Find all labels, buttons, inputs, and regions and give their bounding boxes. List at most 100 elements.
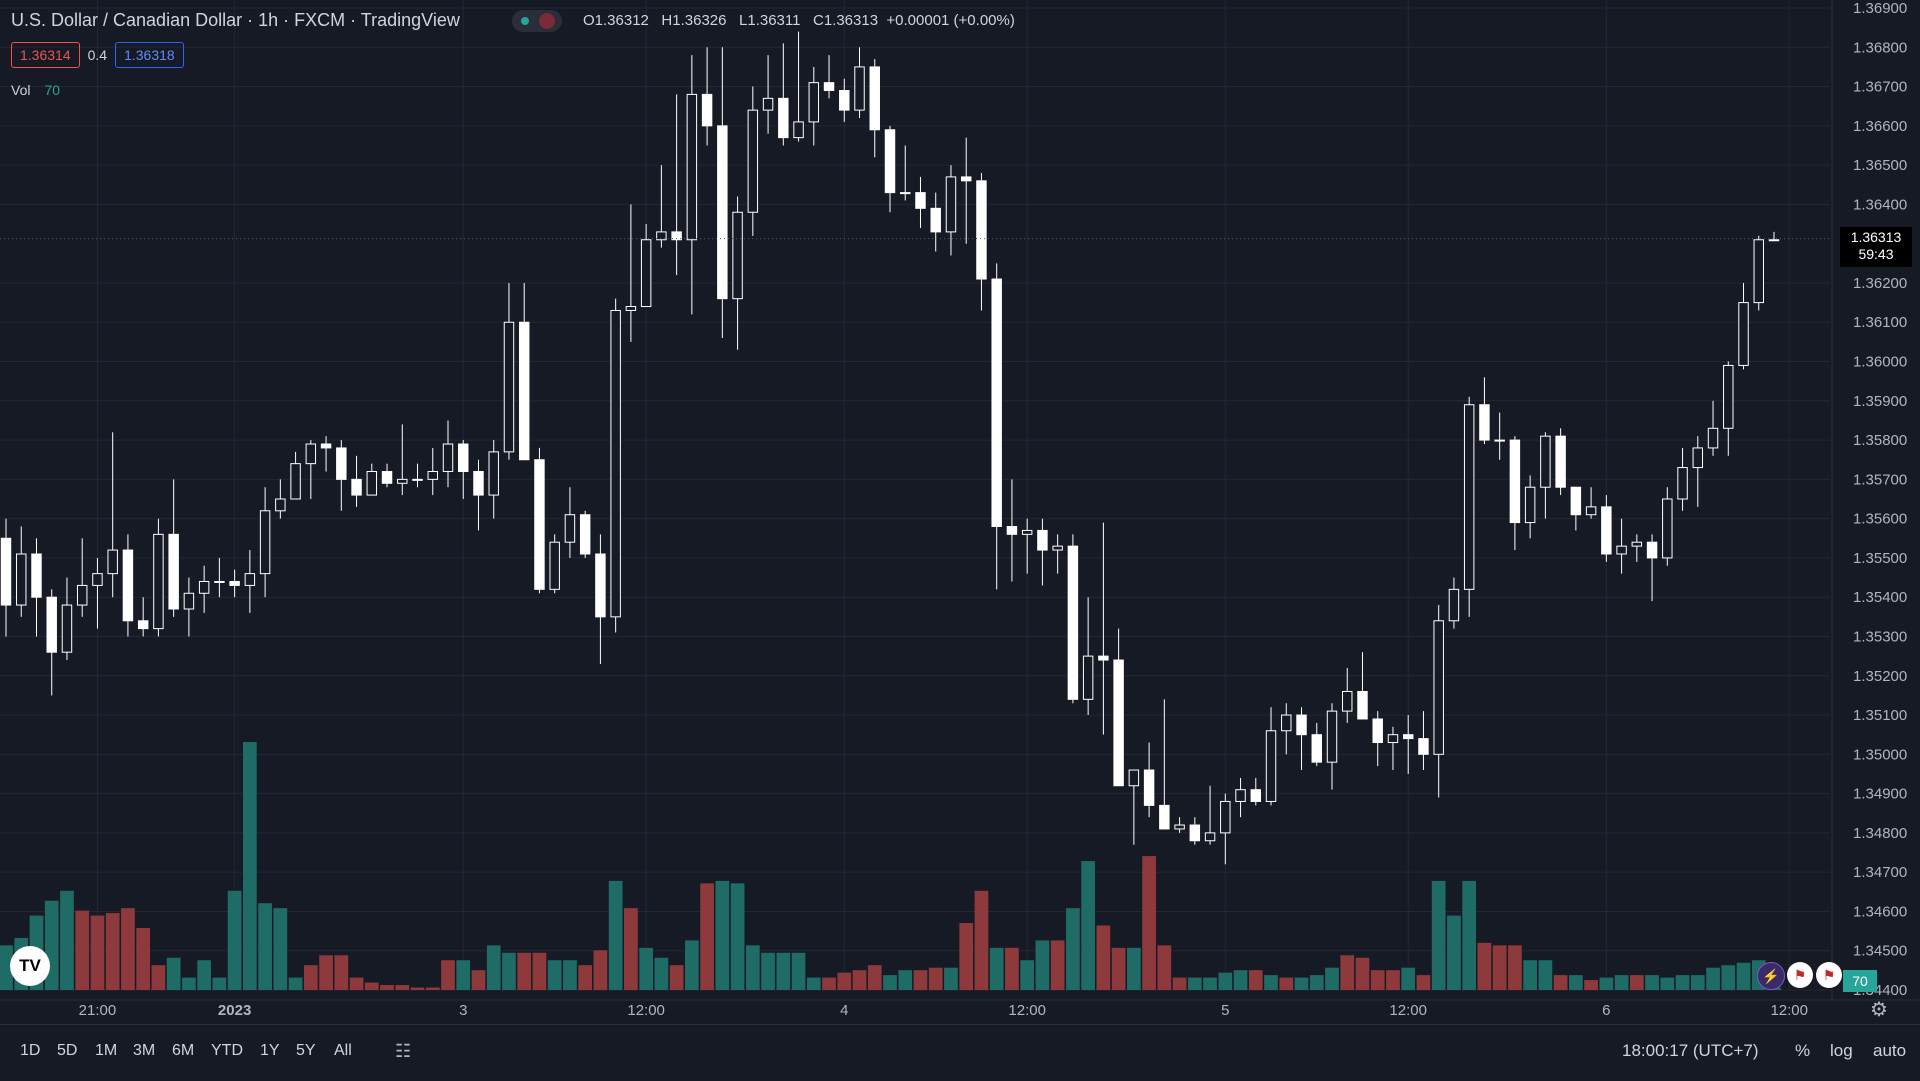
volume-bar [1187,977,1202,990]
volume-bar [1127,947,1141,990]
volume-bar [1142,856,1156,990]
candle-body-down [991,278,1002,527]
ohlc-high: 1.36326 [672,12,727,29]
candle-body-up [1021,529,1033,535]
volume-bar [1660,977,1675,990]
candle-body-up [1585,506,1597,516]
volume-bar [1218,972,1233,990]
candle-body-down [1067,545,1079,700]
price-tick-label: 1.35200 [1853,668,1907,685]
spread-value: 0.4 [87,47,108,63]
volume-bar [441,960,455,990]
us-flag-event-icon[interactable]: ⚑ [1787,962,1813,988]
candle-body-up [275,498,286,512]
candle-body-up [305,443,317,465]
log-scale-button[interactable]: log [1830,1041,1853,1060]
range-1d-button[interactable]: 1D [20,1042,41,1059]
clock-timezone[interactable]: 18:00:17 (UTC+7) [1622,1041,1759,1060]
price-tick-label: 1.35400 [1853,589,1907,606]
price-chart[interactable]: 1.36900 1.36800 1.36700 1.36600 1.36500 1.364… [0,0,1920,1024]
tradingview-logo-icon[interactable]: TV [10,946,50,986]
candle-body-up [945,176,957,233]
sell-button[interactable]: 1.36314 [11,42,80,68]
us-flag-event-icon-2[interactable]: ⚑ [1816,962,1842,988]
percent-scale-button[interactable]: % [1795,1041,1811,1060]
range-6m-button[interactable]: 6M [172,1042,195,1059]
ohlc-low: 1.36311 [747,12,801,29]
volume-bar [1736,962,1751,990]
candle-body-down [839,89,850,111]
event-flash-icon[interactable]: ⚡ [1757,962,1785,990]
candle-body-up [793,121,804,139]
range-3m-button[interactable]: 3M [133,1042,156,1059]
volume-bar [517,952,532,990]
buy-button[interactable]: 1.36318 [115,42,184,68]
candle-body-up [1463,404,1475,590]
volume-bar [151,965,166,990]
candle-body-up [1448,588,1460,622]
volume-bar [121,908,135,990]
candle-body-down [351,478,362,496]
candle-body-down [336,447,347,480]
ohlc-open: 1.36312 [594,12,649,29]
candle-body-down [473,471,484,496]
time-tick-label: 21:00 [79,1002,117,1019]
bottom-toolbar: 1D 5D 1M 3M 6M YTD 1Y 5Y All ☷ 18:00:17 … [0,1024,1920,1081]
time-tick-label: 12:00 [1389,1002,1427,1019]
range-ytd-button[interactable]: YTD [211,1042,243,1059]
volume-bar [959,923,974,990]
volume-bar [928,967,943,990]
price-tick-label: 1.36900 [1853,0,1907,17]
candle-body-down [701,93,713,127]
candle-body-down [1159,804,1170,830]
auto-scale-button[interactable]: auto [1873,1041,1907,1060]
candle-body-up [76,584,88,606]
volume-bar [730,883,745,990]
range-1m-button[interactable]: 1M [95,1042,118,1059]
candle-body-down [915,192,926,209]
volume-bar [197,960,211,990]
candle-body-up [1265,730,1277,802]
volume-bar [425,987,440,990]
candle-body-up [1281,714,1292,732]
volume-bar [1005,947,1019,990]
range-5d-button[interactable]: 5D [57,1042,78,1059]
range-1y-button[interactable]: 1Y [260,1042,280,1059]
volume-bar [685,940,699,990]
time-tick-label: 12:00 [1008,1002,1046,1019]
last-price-label: 1.36313 59:43 [1840,227,1912,267]
volume-bar [227,890,242,990]
volume-bar [334,955,349,990]
volume-legend[interactable]: Vol 70 [11,82,60,98]
volume-bar [1248,970,1263,990]
date-range-icon[interactable]: ☷ [395,1041,412,1061]
volume-bar [1309,975,1324,990]
volume-bar [303,965,318,990]
candle-body-down [1372,718,1383,744]
volume-bar [1477,942,1492,990]
volume-bar [1614,975,1629,990]
volume-bar [1081,861,1095,990]
candle-body-up [198,580,210,594]
candle-body-up [1342,690,1353,712]
volume-axis-badge: 70 [1843,970,1877,992]
volume-bar [456,960,471,990]
range-5y-button[interactable]: 5Y [296,1042,316,1059]
market-status-toggle[interactable] [512,10,562,32]
volume-bar [806,977,821,990]
price-tick-label: 1.35900 [1853,393,1907,410]
range-all-button[interactable]: All [334,1042,352,1059]
candle-body-up [259,510,271,575]
time-tick-label: 12:00 [627,1002,665,1019]
candle-body-down [1250,789,1262,802]
volume-bar [1416,975,1431,990]
volume-bar [212,977,227,990]
volume-bar [1629,975,1644,990]
price-tick-label: 1.34700 [1853,864,1907,881]
volume-bar [75,910,90,990]
settings-gear-icon[interactable]: ⚙ [1870,999,1888,1021]
candle-body-down [1479,404,1490,441]
candle-body-up [1540,435,1551,488]
volume-bar [1508,945,1522,990]
live-status-dot-icon [521,17,529,25]
